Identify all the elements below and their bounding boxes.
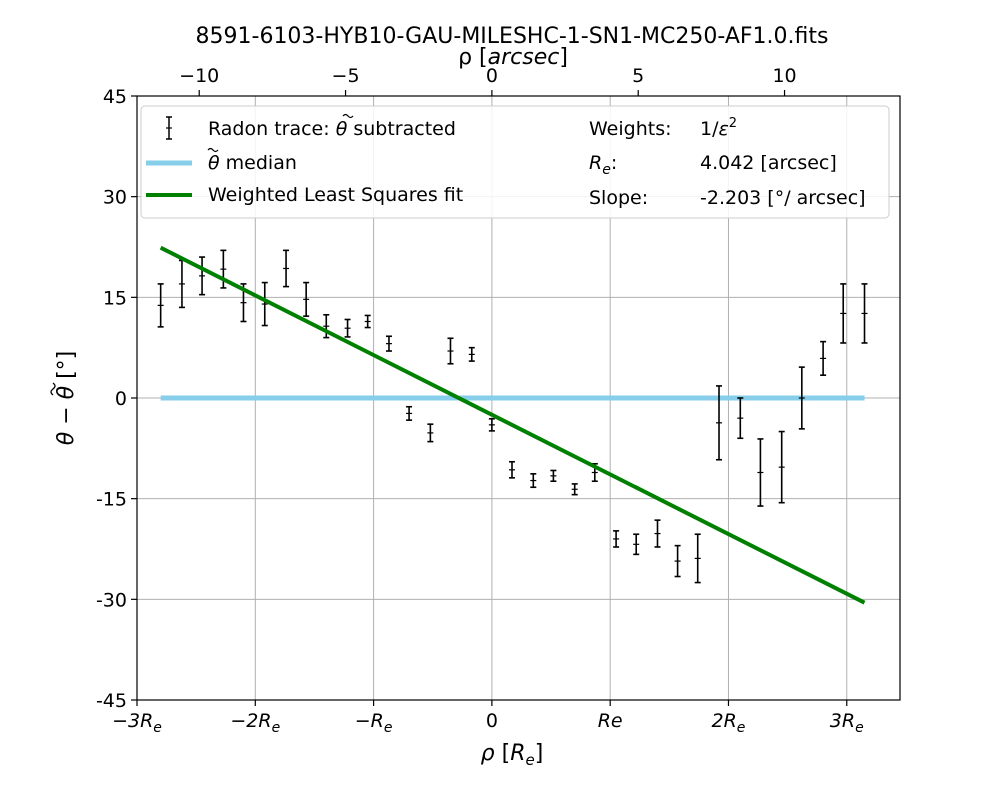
data-point <box>283 249 290 288</box>
svg-text:θ − θ [°]: θ − θ [°] <box>54 351 79 446</box>
data-point <box>427 423 434 443</box>
data-point <box>840 283 847 344</box>
x-tick-label: −2Re <box>230 710 280 736</box>
x-tick-label: Re <box>598 710 623 732</box>
weights-label: Weights: <box>589 118 672 140</box>
data-point <box>178 259 185 309</box>
legend-marker-points <box>166 116 172 140</box>
data-point <box>468 346 475 362</box>
data-point <box>654 519 661 548</box>
data-point <box>694 533 701 584</box>
x-tick-label: 2Re <box>712 710 746 736</box>
weights-value: 1/ε2 <box>700 116 737 140</box>
data-point <box>261 281 268 327</box>
x-ticks: −3Re −2Re −Re 0 Re 2Re 3Re <box>112 700 864 736</box>
x2-tick-label: −10 <box>179 65 219 87</box>
legend: Radon trace: θ subtracted θ median Weigh… <box>140 105 890 219</box>
x-tick-label: 0 <box>486 710 498 732</box>
re-label: Re: <box>589 152 617 178</box>
data-point <box>364 314 371 329</box>
y-tick-label: 30 <box>103 187 127 209</box>
x2-tick-label: 10 <box>772 65 796 87</box>
chart-title: 8591-6103-HYB10-GAU-MILESHC-1-SN1-MC250-… <box>196 24 829 49</box>
data-point <box>488 418 495 432</box>
data-point <box>798 366 805 430</box>
data-point <box>385 335 392 352</box>
slope-label: Slope: <box>589 187 648 209</box>
data-point <box>508 460 515 479</box>
data-point <box>778 430 785 504</box>
fit-series <box>159 245 866 605</box>
y-axis-label: θ − θ [°] <box>50 351 79 446</box>
fit-line <box>159 245 866 605</box>
data-point <box>447 337 454 365</box>
data-point <box>820 340 827 376</box>
legend-label-fit: Weighted Least Squares fit <box>208 184 463 206</box>
data-point <box>323 313 330 339</box>
data-point <box>716 385 723 461</box>
x-axis-label: ρ [Re] <box>481 741 544 769</box>
data-point <box>157 283 164 328</box>
y-tick-label: -30 <box>96 589 127 611</box>
x2-axis-label: ρ [arcsec] <box>458 45 568 70</box>
x-tick-label: 3Re <box>830 710 864 736</box>
x-tick-label: −Re <box>355 710 393 736</box>
legend-label-median: θ median <box>208 152 297 174</box>
x2-tick-label: 5 <box>632 65 644 87</box>
y-tick-label: 0 <box>115 388 127 410</box>
re-value: 4.042 [arcsec] <box>700 152 837 174</box>
data-point <box>757 438 764 507</box>
data-point <box>613 530 620 548</box>
legend-label-points: Radon trace: θ subtracted <box>208 118 456 140</box>
data-point <box>861 283 868 344</box>
data-point <box>199 256 206 296</box>
data-point <box>406 405 413 421</box>
data-point <box>530 473 537 489</box>
x2-tick-label: 0 <box>486 65 498 87</box>
data-point <box>737 397 744 440</box>
x2-tick-label: −5 <box>332 65 360 87</box>
y-tick-label: -15 <box>96 489 127 511</box>
data-points <box>157 249 868 584</box>
slope-value: -2.203 [°/ arcsec] <box>700 187 866 209</box>
y-tick-label: 45 <box>103 86 127 108</box>
y-ticks: -45 -30 -15 0 15 30 45 <box>96 86 137 712</box>
data-point <box>674 544 681 578</box>
x2-ticks: −10 −5 0 5 10 <box>179 65 797 96</box>
data-point <box>550 469 557 483</box>
data-point <box>344 318 351 338</box>
data-point <box>303 281 310 317</box>
data-point <box>220 249 227 289</box>
y-tick-label: 15 <box>103 287 127 309</box>
data-point <box>571 483 578 496</box>
x-tick-label: −3Re <box>112 710 162 736</box>
data-point <box>633 533 640 556</box>
y-tick-label: -45 <box>96 690 127 712</box>
